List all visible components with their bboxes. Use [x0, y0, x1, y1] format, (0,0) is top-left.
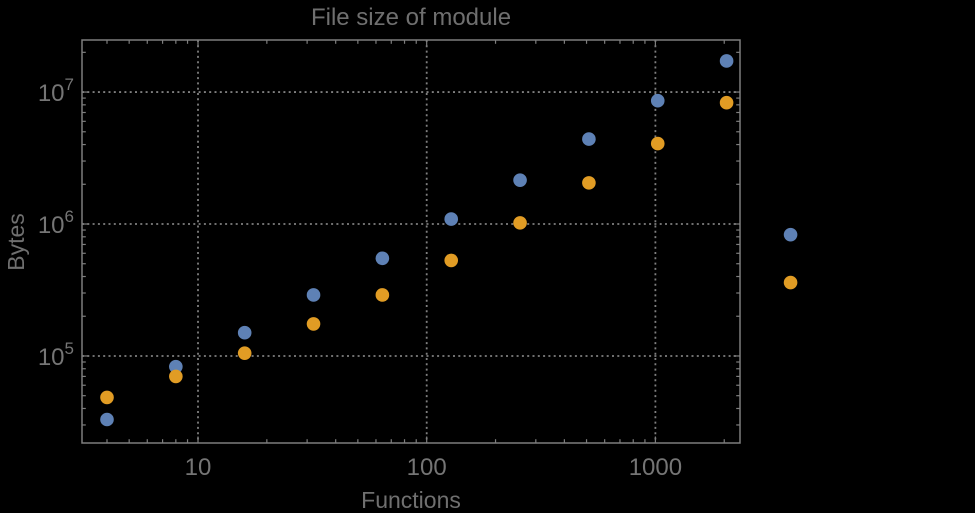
x-axis-label: Functions [361, 487, 461, 513]
y-tick-exponent: 5 [65, 339, 74, 358]
y-tick-label: 106 [38, 207, 74, 239]
y-tick-exponent: 6 [65, 207, 74, 226]
data-point-series-orange [650, 136, 665, 151]
data-point-series-blue [237, 325, 252, 340]
data-point-series-blue [582, 132, 596, 146]
data-point-series-blue [306, 288, 321, 302]
data-point-series-orange [783, 275, 798, 290]
data-point-series-orange [444, 253, 459, 268]
data-point-series-orange [719, 95, 734, 110]
data-point-series-orange [237, 346, 252, 360]
x-tick-label: 100 [407, 454, 447, 481]
data-point-series-blue [650, 93, 665, 108]
data-point-series-orange [169, 369, 183, 384]
x-tick-label: 1000 [629, 454, 682, 481]
data-points-layer [100, 54, 798, 427]
x-tick-label: 10 [185, 454, 212, 481]
tick-labels-layer: 10 100 1000 105 106 107 [38, 75, 682, 481]
chart-title: File size of module [311, 4, 511, 31]
data-point-series-blue [375, 251, 390, 266]
data-point-series-blue [444, 212, 459, 226]
data-point-series-orange [100, 390, 114, 405]
data-point-series-blue [100, 412, 114, 427]
ticks-layer [82, 40, 740, 443]
data-point-series-blue [783, 227, 798, 242]
data-point-series-orange [582, 176, 596, 190]
y-tick-label: 105 [38, 339, 74, 371]
y-tick-exponent: 7 [65, 75, 74, 94]
data-point-series-orange [306, 317, 321, 331]
y-axis-label: Bytes [3, 213, 29, 271]
frame-layer [81, 39, 741, 444]
data-point-series-blue [513, 173, 527, 187]
data-point-series-orange [513, 216, 527, 230]
y-tick-label: 107 [38, 75, 74, 107]
plot-frame [81, 39, 741, 444]
data-point-series-orange [375, 288, 390, 302]
data-point-series-blue [719, 54, 734, 68]
data-point-series-blue [169, 359, 183, 374]
gridlines-layer [82, 40, 740, 443]
